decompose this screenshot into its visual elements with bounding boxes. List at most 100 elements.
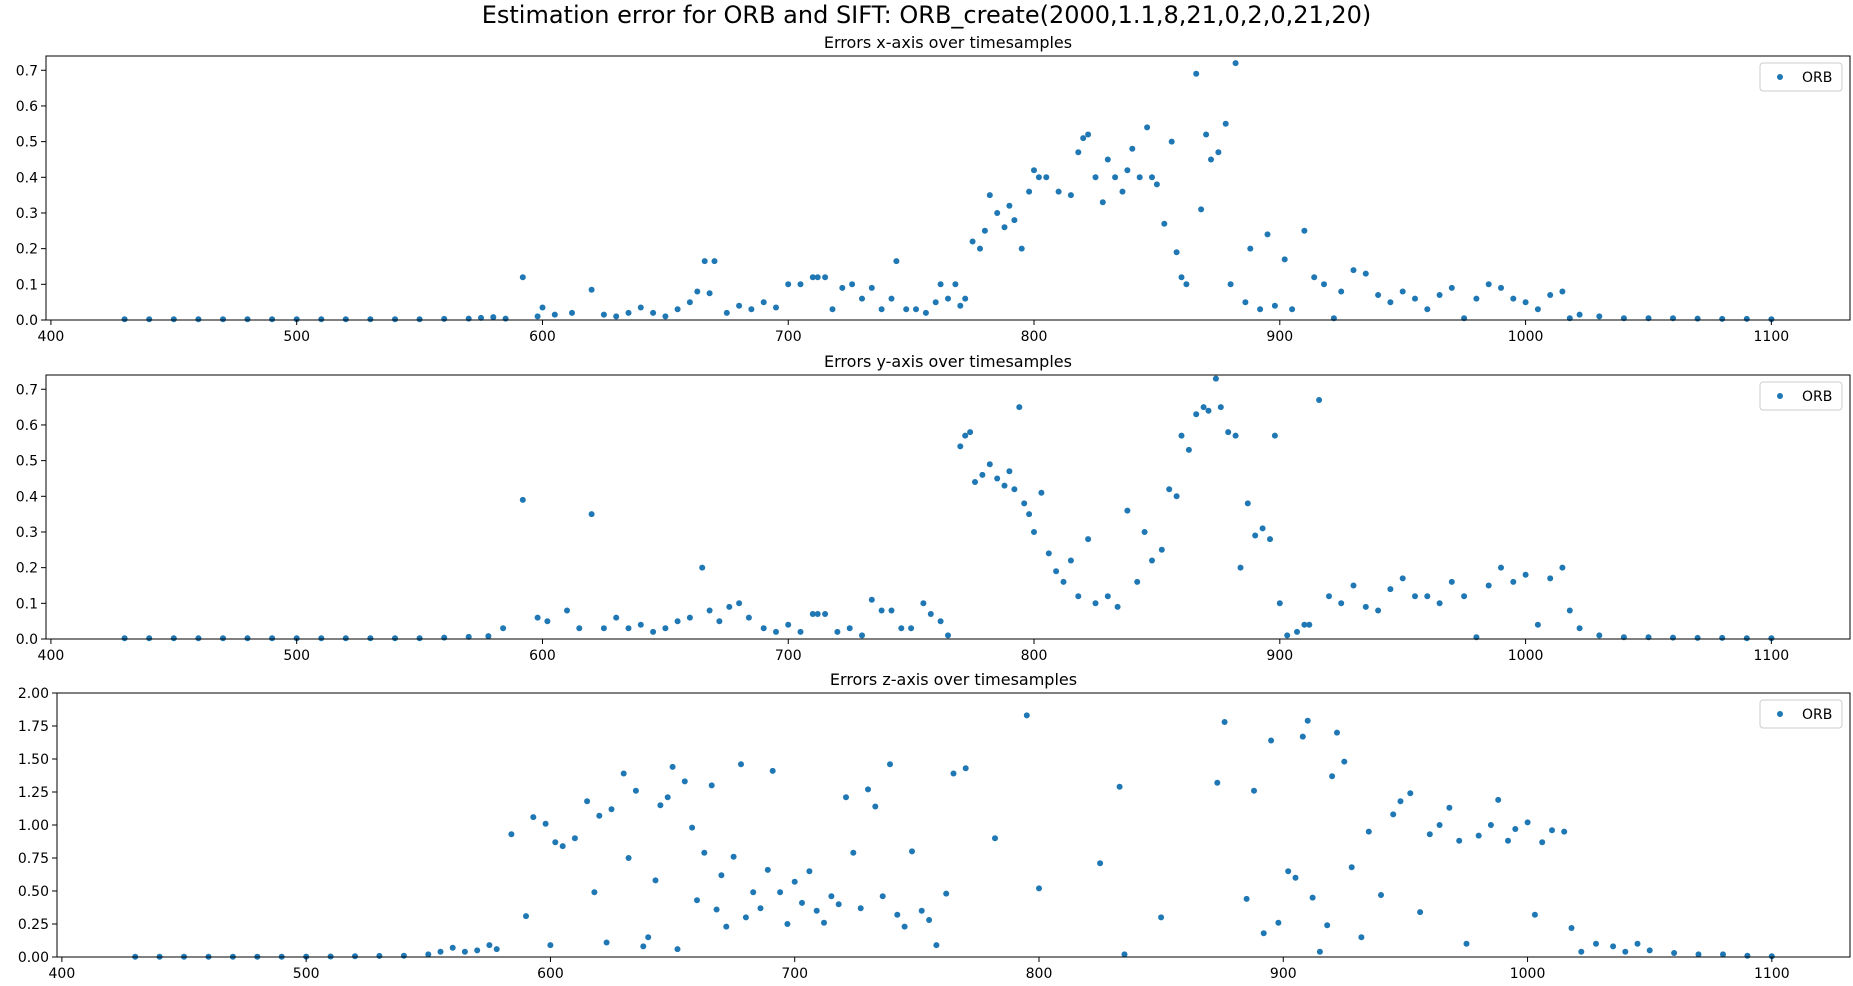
data-point [1038, 489, 1045, 496]
data-point [926, 917, 933, 923]
data-point [1198, 206, 1205, 213]
data-point [945, 632, 951, 639]
data-point [1350, 582, 1357, 589]
data-point [937, 281, 944, 288]
data-point [1208, 156, 1214, 163]
data-point [352, 953, 358, 960]
data-point [878, 306, 885, 313]
data-point [523, 913, 529, 920]
x-tick-label: 400 [38, 329, 65, 345]
data-point [392, 316, 398, 323]
data-point [1436, 292, 1443, 298]
data-point [945, 295, 951, 302]
data-point [588, 511, 595, 518]
data-point [1436, 822, 1443, 828]
data-point [625, 309, 632, 316]
data-point [571, 835, 578, 842]
data-point [872, 803, 879, 810]
data-point [645, 934, 652, 941]
data-point [1487, 822, 1494, 828]
data-point [1221, 719, 1228, 725]
data-point [500, 625, 507, 632]
data-point [569, 309, 575, 316]
data-point [485, 633, 492, 640]
data-point [835, 901, 842, 908]
data-point [701, 849, 708, 856]
x-tick-label: 1000 [1508, 329, 1544, 345]
data-point [1694, 315, 1701, 322]
data-point [244, 635, 251, 642]
legend-marker [1777, 711, 1783, 717]
data-point [962, 432, 969, 439]
data-point [416, 635, 423, 642]
data-point [1178, 274, 1185, 281]
data-point [1768, 953, 1775, 960]
x-tick-label: 800 [1021, 329, 1048, 345]
data-point [1247, 245, 1254, 252]
data-point [564, 607, 570, 614]
data-point [1498, 284, 1504, 291]
data-point [1092, 600, 1099, 607]
data-point [859, 295, 865, 302]
data-point [1350, 267, 1357, 274]
data-point [1260, 930, 1267, 937]
y-tick-label: 0.2 [16, 561, 38, 577]
x-tick-label: 1000 [1508, 648, 1544, 664]
chart-title: Errors x-axis over timesamples [824, 33, 1072, 52]
data-point [711, 258, 718, 265]
data-point [718, 872, 725, 879]
y-tick-label: 0.0 [16, 632, 38, 648]
data-point [1576, 311, 1583, 318]
data-point [994, 475, 1001, 482]
data-point [1412, 295, 1418, 302]
data-point [846, 625, 853, 632]
data-point [760, 625, 767, 632]
data-point [318, 635, 325, 642]
data-point [857, 905, 864, 912]
data-point [1743, 315, 1750, 322]
legend-label: ORB [1802, 389, 1832, 405]
data-point [868, 284, 875, 291]
data-point [576, 625, 583, 632]
data-point [933, 942, 940, 949]
data-point [195, 316, 202, 323]
data-point [552, 839, 559, 846]
data-point [769, 767, 776, 774]
data-point [1212, 375, 1219, 382]
x-tick-label: 800 [1026, 966, 1053, 982]
data-point [1149, 557, 1155, 564]
data-point [706, 290, 713, 297]
data-point [1185, 446, 1192, 453]
data-point [1060, 578, 1067, 585]
data-point [1001, 482, 1008, 489]
data-point [652, 877, 659, 884]
data-point [367, 316, 374, 323]
data-point [1006, 202, 1013, 209]
data-point [502, 315, 509, 322]
data-point [1023, 712, 1030, 719]
data-point [416, 316, 423, 323]
y-tick-label: 0.6 [16, 99, 38, 115]
data-point [1559, 564, 1566, 571]
data-point [843, 794, 849, 801]
data-point [738, 761, 744, 768]
data-point [1510, 578, 1517, 585]
data-point [1294, 628, 1300, 635]
axes-frame [56, 692, 1851, 958]
data-point [813, 907, 820, 914]
data-point [1329, 773, 1336, 780]
x-tick-label: 700 [775, 648, 802, 664]
data-point [1719, 315, 1726, 322]
data-point [1304, 717, 1311, 724]
data-point [596, 812, 603, 819]
data-point [508, 831, 515, 838]
data-point [1011, 217, 1018, 224]
legend: ORB [1759, 62, 1843, 92]
y-tick-label: 1.75 [18, 719, 49, 735]
data-point [1596, 632, 1603, 639]
data-point [1634, 940, 1641, 947]
y-tick-label: 0.4 [16, 170, 38, 186]
data-point [822, 611, 829, 617]
y-tick-label: 0.75 [18, 851, 49, 867]
data-point [1694, 634, 1701, 641]
